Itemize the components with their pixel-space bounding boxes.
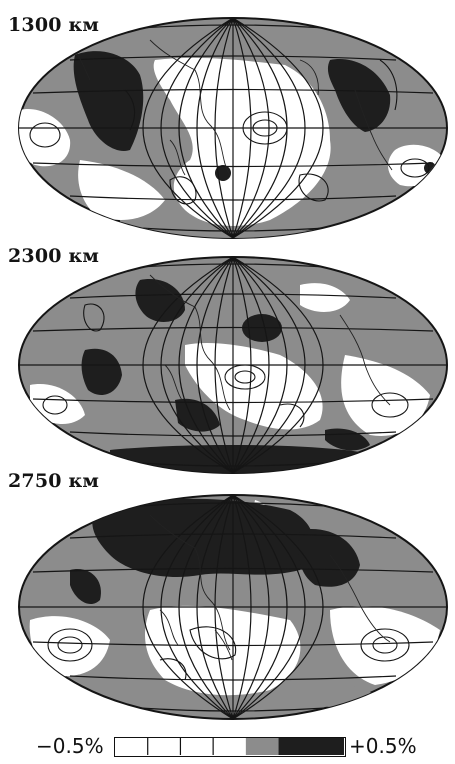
mollweide-globe — [18, 494, 448, 720]
depth-label: 2300 км — [6, 245, 102, 267]
map-panel-2300: 2300 км — [0, 245, 455, 475]
scale-swatch-strip — [115, 738, 344, 755]
scale-min-label: −0.5% — [36, 734, 104, 758]
scale-swatch — [115, 738, 149, 755]
coastlines — [149, 514, 391, 661]
contours — [29, 59, 430, 205]
scale-swatch — [311, 738, 344, 755]
map-panel-1300: 1300 км — [0, 0, 455, 245]
mollweide-globe — [18, 256, 448, 474]
map-panel-2750: 2750 км — [0, 470, 455, 728]
graticule — [19, 257, 447, 473]
scale-swatch — [213, 738, 247, 755]
scale-swatch — [147, 738, 181, 755]
mollweide-globe — [18, 17, 448, 239]
contours — [47, 626, 410, 681]
color-scale: −0.5% +0.5% — [0, 728, 455, 764]
scale-swatch — [245, 738, 280, 755]
contours — [42, 303, 409, 428]
scale-max-label: +0.5% — [349, 734, 417, 758]
graticule — [19, 18, 447, 238]
scale-swatches — [114, 737, 346, 757]
graticule — [19, 495, 447, 719]
depth-label: 1300 км — [6, 14, 102, 36]
anomaly-regions — [29, 498, 440, 707]
scale-swatch — [180, 738, 214, 755]
scale-swatch — [278, 738, 312, 755]
coastlines — [149, 274, 391, 411]
depth-label: 2750 км — [6, 470, 102, 492]
